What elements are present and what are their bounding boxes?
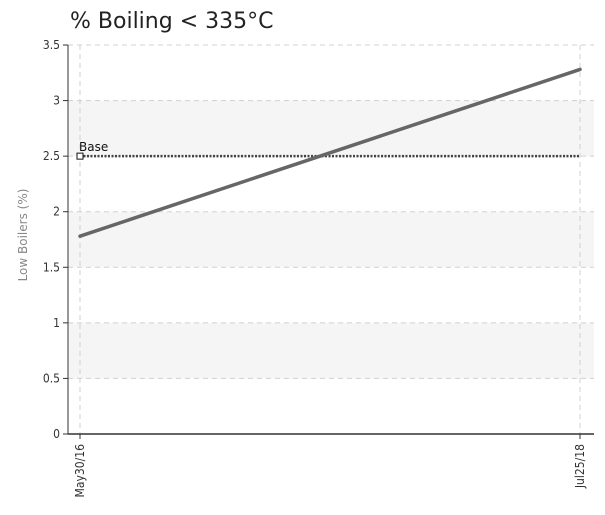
y-axis-ticks: 0 0.5 1 1.5 2 2.5 3 3.5: [43, 38, 68, 441]
grid-band: [69, 322, 594, 379]
y-tick-label: 2: [53, 205, 60, 219]
series-line: [78, 67, 582, 238]
background-bands: [69, 100, 594, 379]
y-tick-label: 0.5: [43, 371, 60, 385]
gridlines: [68, 44, 594, 434]
reference-line-label: Base: [79, 140, 108, 154]
axes: [67, 45, 594, 435]
y-tick-label: 2.5: [43, 149, 60, 163]
chart-title: % Boiling < 335°C: [70, 9, 273, 34]
series: [78, 67, 582, 238]
x-axis-ticks: May30/16 Jul25/18: [73, 434, 587, 497]
y-tick-label: 3: [53, 94, 60, 108]
y-axis-title: Low Boilers (%): [16, 189, 30, 282]
x-tick-label: May30/16: [73, 444, 87, 498]
reference-lines: Base: [76, 140, 580, 160]
x-tick-label: Jul25/18: [573, 444, 587, 489]
y-tick-label: 3.5: [43, 38, 60, 52]
y-tick-label: 1.5: [43, 260, 60, 274]
y-tick-label: 0: [53, 427, 60, 441]
grid-band: [69, 211, 594, 268]
grid-band: [69, 100, 594, 157]
reference-line-marker: [76, 152, 84, 160]
y-tick-label: 1: [53, 316, 60, 330]
